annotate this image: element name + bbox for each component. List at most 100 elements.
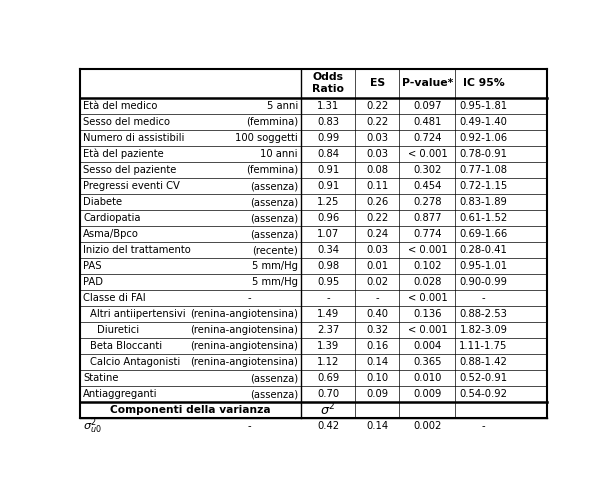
Text: 0.92-1.06: 0.92-1.06 <box>460 133 507 143</box>
Text: 0.877: 0.877 <box>413 213 442 223</box>
Text: 0.95-1.01: 0.95-1.01 <box>460 261 507 271</box>
Text: 1.25: 1.25 <box>317 197 339 207</box>
Text: 0.136: 0.136 <box>413 309 442 319</box>
Text: 0.69: 0.69 <box>317 373 339 383</box>
Text: Cardiopatia: Cardiopatia <box>83 213 141 223</box>
Text: 1.12: 1.12 <box>317 357 339 367</box>
Text: 5 anni: 5 anni <box>267 101 298 111</box>
Text: (assenza): (assenza) <box>250 197 298 207</box>
Text: (femmina): (femmina) <box>246 165 298 175</box>
Text: Altri antiipertensivi: Altri antiipertensivi <box>90 309 186 319</box>
Text: 0.09: 0.09 <box>367 389 389 399</box>
Text: (assenza): (assenza) <box>250 389 298 399</box>
Text: < 0.001: < 0.001 <box>408 149 447 159</box>
Text: Statine: Statine <box>83 373 119 383</box>
Text: Asma/Bpco: Asma/Bpco <box>83 229 139 239</box>
Text: -: - <box>326 293 330 303</box>
Text: 0.724: 0.724 <box>413 133 442 143</box>
Text: 0.028: 0.028 <box>413 277 442 287</box>
Text: Sesso del medico: Sesso del medico <box>83 117 170 127</box>
Text: -: - <box>482 421 485 431</box>
Text: -: - <box>247 421 251 431</box>
Text: Odds
Ratio: Odds Ratio <box>312 72 344 94</box>
Text: -: - <box>376 293 379 303</box>
Text: 0.91: 0.91 <box>317 181 339 191</box>
Text: 0.010: 0.010 <box>413 373 442 383</box>
Text: -: - <box>482 293 485 303</box>
Text: 0.03: 0.03 <box>367 149 389 159</box>
Text: Componenti della varianza: Componenti della varianza <box>110 405 271 415</box>
Text: (recente): (recente) <box>252 245 298 255</box>
Text: 0.302: 0.302 <box>413 165 442 175</box>
Text: 0.26: 0.26 <box>367 197 389 207</box>
Text: 0.88-1.42: 0.88-1.42 <box>460 357 507 367</box>
Text: 100 soggetti: 100 soggetti <box>235 133 298 143</box>
Text: 0.22: 0.22 <box>367 101 389 111</box>
Text: 1.11-1.75: 1.11-1.75 <box>459 341 507 351</box>
Text: Numero di assistibili: Numero di assistibili <box>83 133 184 143</box>
Text: 0.22: 0.22 <box>367 117 389 127</box>
Text: $\sigma^2$: $\sigma^2$ <box>321 402 336 419</box>
Text: Antiaggreganti: Antiaggreganti <box>83 389 158 399</box>
Text: 1.39: 1.39 <box>317 341 339 351</box>
Text: 0.10: 0.10 <box>367 373 389 383</box>
Text: 0.278: 0.278 <box>413 197 442 207</box>
Text: 5 mm/Hg: 5 mm/Hg <box>252 277 298 287</box>
Text: 0.002: 0.002 <box>413 421 442 431</box>
Text: 0.009: 0.009 <box>413 389 442 399</box>
Text: 0.34: 0.34 <box>317 245 339 255</box>
Text: 1.49: 1.49 <box>317 309 339 319</box>
Text: 0.08: 0.08 <box>367 165 389 175</box>
Text: Beta Bloccanti: Beta Bloccanti <box>90 341 162 351</box>
Text: Sesso del paziente: Sesso del paziente <box>83 165 176 175</box>
Text: 0.78-0.91: 0.78-0.91 <box>460 149 507 159</box>
Text: 0.70: 0.70 <box>317 389 339 399</box>
Text: 0.03: 0.03 <box>367 133 389 143</box>
Text: < 0.001: < 0.001 <box>408 245 447 255</box>
Text: 0.24: 0.24 <box>367 229 389 239</box>
Text: 0.99: 0.99 <box>317 133 339 143</box>
Text: 0.95: 0.95 <box>317 277 339 287</box>
Text: Diabete: Diabete <box>83 197 122 207</box>
Text: Età del medico: Età del medico <box>83 101 157 111</box>
Text: 0.02: 0.02 <box>367 277 389 287</box>
Text: Diuretici: Diuretici <box>97 325 140 335</box>
Text: 0.42: 0.42 <box>317 421 339 431</box>
Text: 0.91: 0.91 <box>317 165 339 175</box>
Text: Inizio del trattamento: Inizio del trattamento <box>83 245 191 255</box>
Text: 0.481: 0.481 <box>413 117 442 127</box>
Text: Classe di FAI: Classe di FAI <box>83 293 146 303</box>
Text: $\sigma^2_{u0}$: $\sigma^2_{u0}$ <box>83 417 102 436</box>
Text: 0.097: 0.097 <box>413 101 442 111</box>
Text: 0.22: 0.22 <box>367 213 389 223</box>
Text: (femmina): (femmina) <box>246 117 298 127</box>
Text: IC 95%: IC 95% <box>463 78 504 88</box>
Text: ES: ES <box>370 78 385 88</box>
Text: (renina-angiotensina): (renina-angiotensina) <box>190 341 298 351</box>
Text: 0.72-1.15: 0.72-1.15 <box>460 181 507 191</box>
Text: < 0.001: < 0.001 <box>408 325 447 335</box>
Text: PAD: PAD <box>83 277 103 287</box>
Text: 0.004: 0.004 <box>413 341 442 351</box>
Text: 0.69-1.66: 0.69-1.66 <box>460 229 507 239</box>
Text: 0.454: 0.454 <box>413 181 442 191</box>
Text: P-value*: P-value* <box>402 78 453 88</box>
Text: 0.96: 0.96 <box>317 213 339 223</box>
Text: 0.774: 0.774 <box>413 229 442 239</box>
Text: 5 mm/Hg: 5 mm/Hg <box>252 261 298 271</box>
Text: (assenza): (assenza) <box>250 181 298 191</box>
Text: (renina-angiotensina): (renina-angiotensina) <box>190 325 298 335</box>
Text: 0.49-1.40: 0.49-1.40 <box>460 117 507 127</box>
Text: 1.82-3.09: 1.82-3.09 <box>460 325 507 335</box>
Text: 0.52-0.91: 0.52-0.91 <box>460 373 507 383</box>
Text: 0.14: 0.14 <box>367 421 389 431</box>
Text: PAS: PAS <box>83 261 102 271</box>
Text: 0.54-0.92: 0.54-0.92 <box>460 389 507 399</box>
Text: 0.102: 0.102 <box>413 261 442 271</box>
Text: 0.83: 0.83 <box>317 117 339 127</box>
Text: 0.01: 0.01 <box>367 261 389 271</box>
Text: 0.90-0.99: 0.90-0.99 <box>460 277 507 287</box>
Text: Pregressi eventi CV: Pregressi eventi CV <box>83 181 180 191</box>
Text: 0.84: 0.84 <box>317 149 339 159</box>
Text: 0.77-1.08: 0.77-1.08 <box>460 165 507 175</box>
